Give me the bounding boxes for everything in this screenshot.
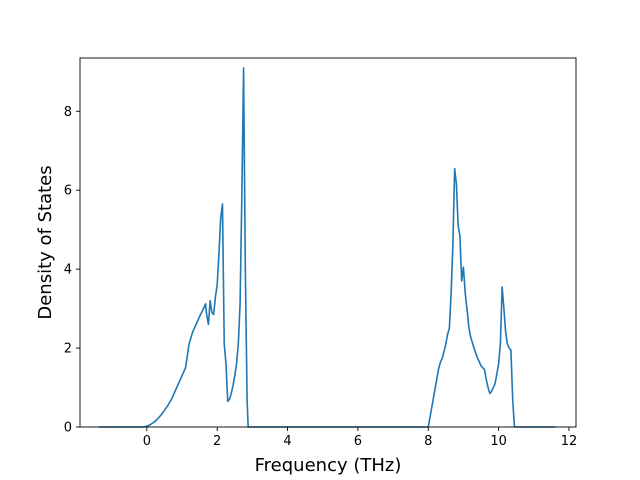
x-axis-ticks: 0 2 4 6 8 10 12 xyxy=(143,427,578,449)
y-axis-ticks: 0 2 4 6 8 xyxy=(64,105,80,436)
y-tick-label: 8 xyxy=(64,105,72,120)
x-tick-label: 8 xyxy=(424,434,432,449)
axes-frame xyxy=(79,57,577,428)
y-tick-label: 6 xyxy=(64,184,72,199)
x-tick-label: 10 xyxy=(490,434,507,449)
x-tick-label: 4 xyxy=(283,434,291,449)
y-tick-label: 4 xyxy=(64,263,72,278)
y-tick-label: 2 xyxy=(64,342,72,357)
y-axis-label: Density of States xyxy=(35,165,56,319)
y-tick-label: 0 xyxy=(64,421,72,436)
x-axis-label: Frequency (THz) xyxy=(255,455,402,476)
x-tick-label: 0 xyxy=(143,434,151,449)
x-tick-label: 2 xyxy=(213,434,221,449)
x-tick-label: 12 xyxy=(561,434,578,449)
x-tick-label: 6 xyxy=(354,434,362,449)
